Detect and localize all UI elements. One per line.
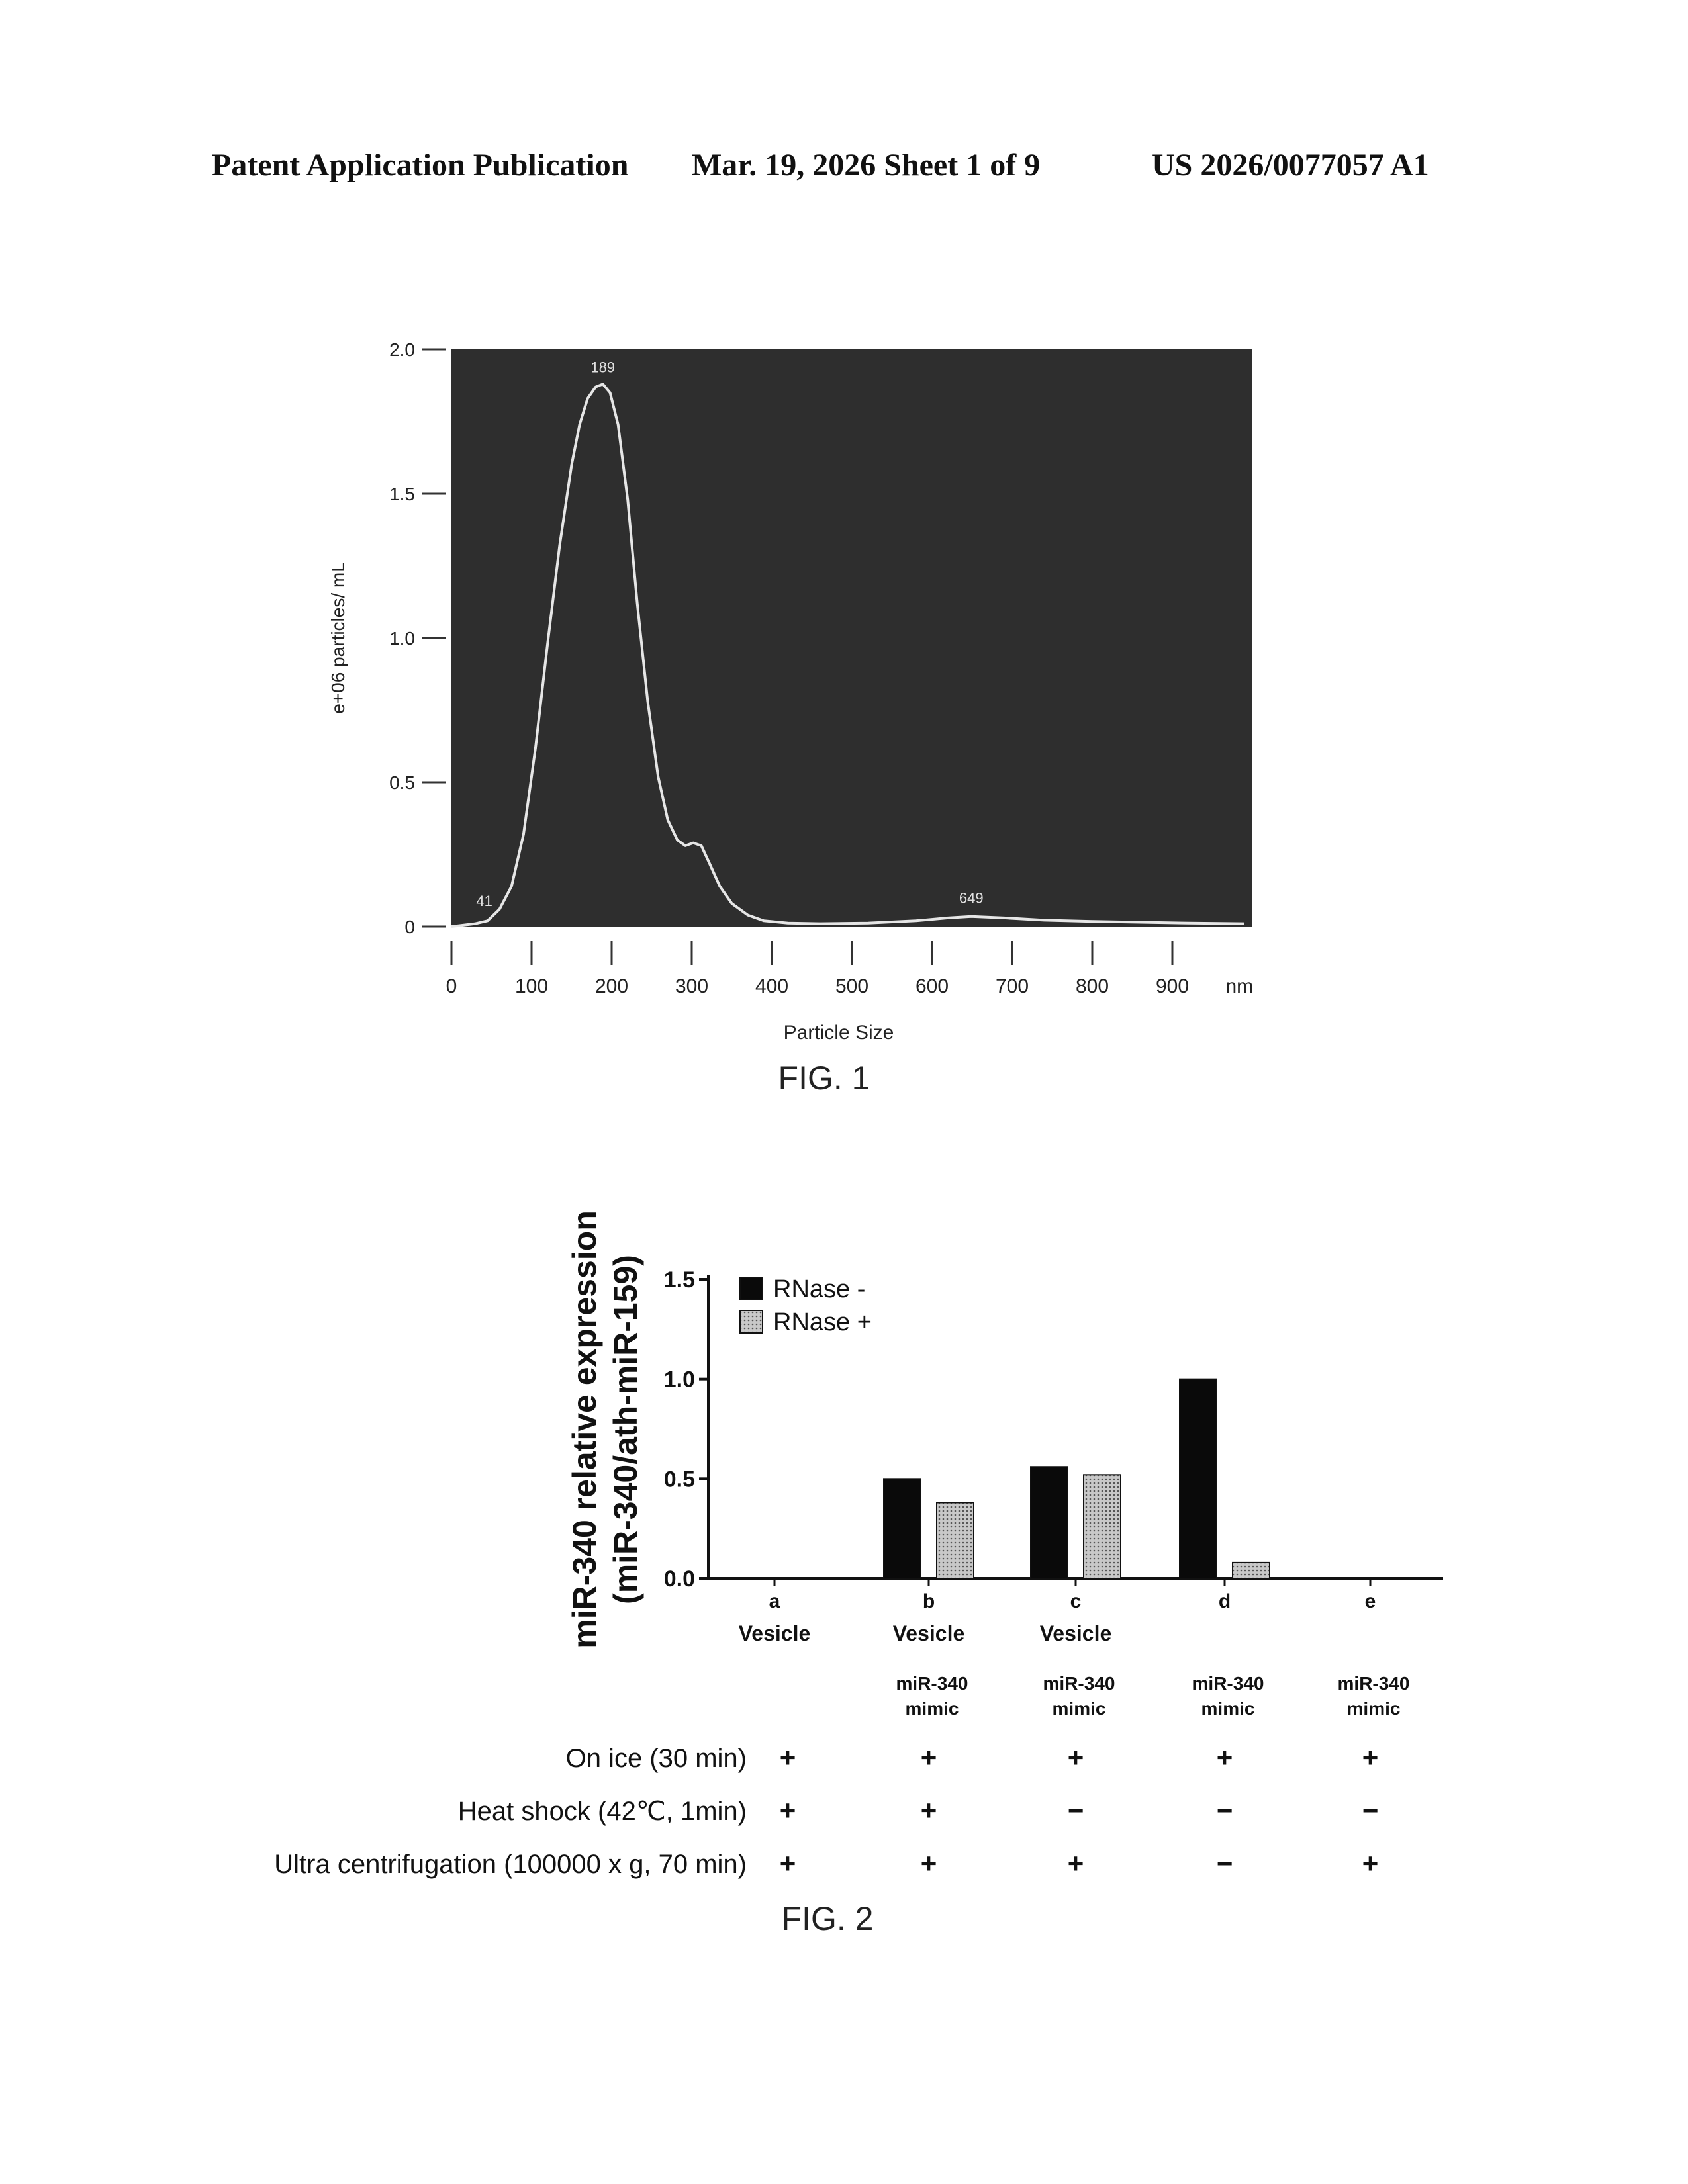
distribution-curve — [451, 383, 1244, 928]
condition-label: Heat shock (42℃, 1min) — [458, 1797, 747, 1826]
y-tick-label: 1.0 — [664, 1367, 695, 1392]
condition-mark: + — [1362, 1848, 1379, 1879]
condition-mark: + — [780, 1848, 796, 1879]
fig1-line-chart: 0 0.5 1.0 1.5 2.0 e+06 particles/ mL 0 100 200 30… — [328, 340, 1254, 1044]
y-tick-label: 0.0 — [664, 1567, 695, 1592]
y-tick-label: 0.5 — [389, 772, 415, 793]
x-tick-label: 900 — [1156, 976, 1189, 997]
mimic-label-line1: miR-340 — [896, 1673, 968, 1694]
legend-swatch — [739, 1277, 763, 1300]
condition-mark: + — [1068, 1848, 1084, 1879]
category-label: e — [1365, 1590, 1376, 1612]
bar-rnase-plus — [936, 1502, 974, 1580]
publication-label: Patent Application Publication — [212, 148, 629, 183]
y-axis-label-line2: (miR-340/ath-miR-159) — [607, 1255, 644, 1604]
x-unit-label: nm — [1226, 976, 1254, 997]
y-tick-label: 1.5 — [664, 1267, 695, 1293]
x-tick-label: 0 — [446, 976, 457, 997]
mimic-label-line1: miR-340 — [1043, 1673, 1115, 1694]
x-tick-label: 300 — [675, 976, 708, 997]
condition-mark: + — [921, 1742, 937, 1773]
patent-number: US 2026/0077057 A1 — [1152, 148, 1429, 183]
condition-label: Ultra centrifugation (100000 x g, 70 min… — [274, 1850, 747, 1879]
bar-rnase-plus — [1232, 1561, 1270, 1579]
y-axis-label-line1: miR-340 relative expression — [566, 1210, 603, 1648]
bar-rnase-plus — [1083, 1474, 1121, 1579]
y-tick-label: 1.0 — [389, 628, 415, 649]
fig1-caption: FIG. 1 — [778, 1060, 870, 1097]
x-tick-label: 200 — [595, 976, 628, 997]
condition-label: On ice (30 min) — [566, 1744, 747, 1773]
vesicle-label: Vesicle — [739, 1621, 811, 1645]
mimic-label-line1: miR-340 — [1338, 1673, 1410, 1694]
x-tick-label: 500 — [835, 976, 868, 997]
condition-mark: + — [921, 1848, 937, 1879]
category-label: a — [769, 1590, 780, 1612]
condition-mark: − — [1217, 1795, 1233, 1826]
condition-mark: + — [1362, 1742, 1379, 1773]
x-tick-label: 700 — [996, 976, 1029, 997]
category-label: b — [923, 1590, 935, 1612]
peak-label: 189 — [590, 359, 615, 375]
x-axis-label: Particle Size — [784, 1022, 894, 1044]
mimic-label-line2: mimic — [1347, 1698, 1401, 1719]
mimic-label-line2: mimic — [906, 1698, 959, 1719]
y-tick-label: 1.5 — [389, 484, 415, 504]
bar-rnase-minus — [883, 1478, 921, 1579]
vesicle-label: Vesicle — [1040, 1621, 1112, 1645]
y-tick-label: 2.0 — [389, 340, 415, 360]
category-label: c — [1070, 1590, 1082, 1612]
condition-mark: + — [780, 1795, 796, 1826]
mimic-label-line1: miR-340 — [1192, 1673, 1264, 1694]
vesicle-label: Vesicle — [893, 1621, 965, 1645]
condition-mark: + — [921, 1795, 937, 1826]
x-tick-label: 600 — [915, 976, 949, 997]
legend-label: RNase - — [773, 1275, 865, 1303]
x-tick-label: 800 — [1076, 976, 1109, 997]
category-label: d — [1219, 1590, 1231, 1612]
legend-label: RNase + — [773, 1308, 872, 1336]
x-tick-label: 100 — [515, 976, 548, 997]
fig2-caption: FIG. 2 — [781, 1900, 874, 1937]
x-tick-label: 400 — [755, 976, 788, 997]
y-tick-label: 0.5 — [664, 1467, 695, 1492]
peak-label: 649 — [959, 890, 984, 907]
bar-rnase-minus — [1030, 1466, 1068, 1580]
bar-rnase-minus — [1179, 1378, 1217, 1580]
mimic-label-line2: mimic — [1053, 1698, 1106, 1719]
page-header: Patent Application Publication Mar. 19, … — [0, 147, 1688, 187]
condition-mark: + — [1068, 1742, 1084, 1773]
y-axis-label: e+06 particles/ mL — [328, 562, 348, 714]
peak-label: 41 — [476, 893, 492, 909]
condition-mark: + — [780, 1742, 796, 1773]
y-tick-label: 0 — [404, 917, 415, 937]
legend-swatch — [739, 1310, 763, 1334]
condition-mark: − — [1217, 1848, 1233, 1879]
mimic-label-line2: mimic — [1201, 1698, 1255, 1719]
plot-background — [451, 349, 1252, 927]
condition-mark: + — [1217, 1742, 1233, 1773]
condition-mark: − — [1362, 1795, 1379, 1826]
date-sheet-label: Mar. 19, 2026 Sheet 1 of 9 — [692, 148, 1041, 183]
condition-mark: − — [1068, 1795, 1084, 1826]
